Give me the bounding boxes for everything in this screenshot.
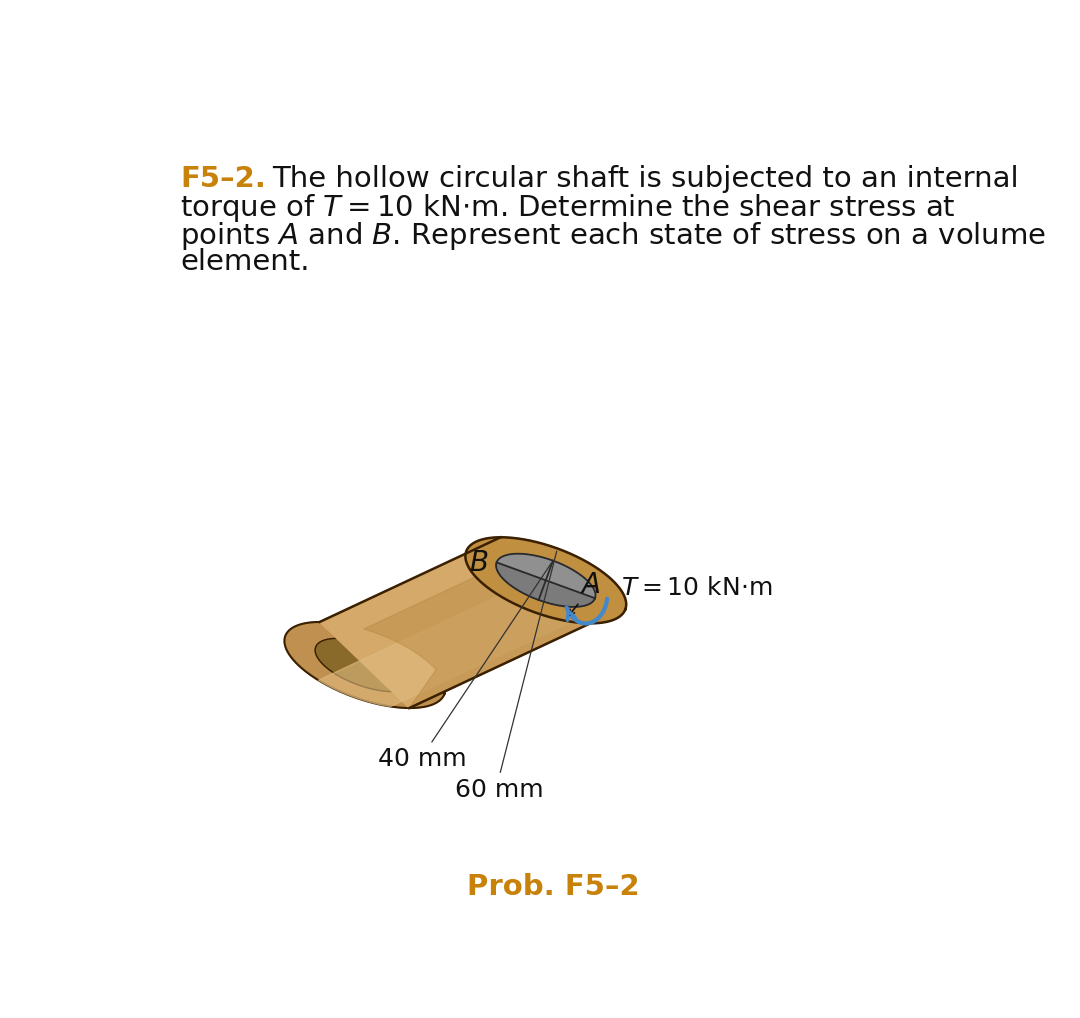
Text: A: A bbox=[581, 571, 600, 599]
Polygon shape bbox=[319, 596, 571, 706]
Text: Prob. F5–2: Prob. F5–2 bbox=[468, 872, 639, 901]
Polygon shape bbox=[496, 554, 595, 607]
Text: F5–2.: F5–2. bbox=[180, 165, 266, 192]
Text: The hollow circular shaft is subjected to an internal: The hollow circular shaft is subjected t… bbox=[272, 165, 1020, 192]
Text: element.: element. bbox=[180, 247, 310, 276]
Polygon shape bbox=[465, 538, 626, 623]
Text: torque of $T = 10\ \mathrm{kN{\cdot}m}$. Determine the shear stress at: torque of $T = 10\ \mathrm{kN{\cdot}m}$.… bbox=[180, 192, 956, 224]
Polygon shape bbox=[364, 545, 617, 709]
Polygon shape bbox=[315, 638, 415, 691]
Polygon shape bbox=[284, 622, 445, 709]
Polygon shape bbox=[496, 562, 595, 607]
Text: 40 mm: 40 mm bbox=[378, 747, 467, 772]
Text: B: B bbox=[469, 549, 488, 577]
Text: 60 mm: 60 mm bbox=[456, 778, 544, 802]
Text: $T = 10\ \mathrm{kN{\cdot}m}$: $T = 10\ \mathrm{kN{\cdot}m}$ bbox=[621, 576, 772, 600]
Polygon shape bbox=[320, 538, 591, 709]
Text: points $A$ and $B$. Represent each state of stress on a volume: points $A$ and $B$. Represent each state… bbox=[180, 220, 1047, 251]
